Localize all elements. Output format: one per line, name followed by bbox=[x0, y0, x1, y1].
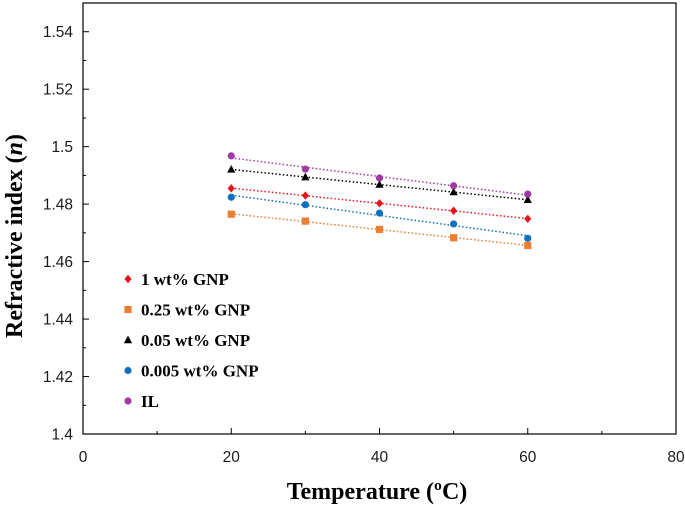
legend-label: 0.25 wt% GNP bbox=[141, 301, 250, 320]
data-point bbox=[301, 191, 309, 200]
x-axis-title: Temperature (ºC) bbox=[287, 479, 468, 505]
y-tick-label: 1.48 bbox=[43, 197, 73, 214]
trendline bbox=[231, 194, 528, 237]
data-point bbox=[375, 199, 384, 208]
y-tick-label: 1.44 bbox=[43, 312, 74, 329]
legend: 1 wt% GNP 0.25 wt% GNP 0.05 wt% GNP 0.005 w… bbox=[123, 270, 259, 411]
data-point bbox=[450, 182, 458, 190]
legend-marker bbox=[124, 305, 132, 314]
data-point bbox=[375, 180, 384, 188]
data-point bbox=[524, 234, 532, 242]
data-point bbox=[524, 214, 532, 223]
data-point bbox=[227, 193, 235, 201]
data-point bbox=[523, 195, 532, 204]
data-point bbox=[227, 210, 235, 218]
y-tick-label: 1.54 bbox=[43, 24, 74, 41]
data-point bbox=[227, 152, 235, 160]
x-tick-label: 60 bbox=[519, 449, 537, 466]
data-point bbox=[450, 220, 458, 228]
y-axis-title-suffix: ) bbox=[2, 134, 28, 142]
data-point bbox=[301, 172, 310, 181]
data-point bbox=[301, 201, 309, 209]
x-tick-label: 40 bbox=[371, 449, 389, 466]
legend-marker bbox=[124, 397, 132, 405]
legend-label: 0.05 wt% GNP bbox=[141, 331, 250, 350]
data-point bbox=[449, 187, 458, 196]
y-tick-label: 1.4 bbox=[51, 427, 73, 444]
data-point bbox=[375, 174, 384, 182]
data-point bbox=[524, 241, 532, 250]
y-axis-title-variable: n bbox=[2, 142, 28, 155]
data-point bbox=[301, 217, 309, 225]
legend-label: IL bbox=[141, 392, 159, 411]
y-tick-label: 1.5 bbox=[51, 139, 73, 156]
legend-label: 0.005 wt% GNP bbox=[141, 362, 259, 381]
legend-marker bbox=[124, 366, 132, 375]
legend-marker bbox=[124, 274, 132, 284]
data-point bbox=[301, 165, 309, 173]
legend-label: 1 wt% GNP bbox=[141, 270, 229, 289]
data-point bbox=[375, 209, 384, 217]
data-point bbox=[375, 225, 384, 234]
data-point bbox=[227, 184, 235, 193]
y-axis-title: Refractive index (n) bbox=[2, 134, 28, 338]
x-tick-label: 0 bbox=[79, 449, 88, 466]
x-tick-label: 80 bbox=[667, 449, 685, 466]
data-point bbox=[450, 234, 458, 242]
y-axis-title-prefix: Refractive index ( bbox=[2, 155, 28, 338]
data-point bbox=[227, 164, 236, 173]
data-point bbox=[524, 190, 532, 198]
y-tick-label: 1.42 bbox=[43, 369, 73, 386]
y-tick-label: 1.46 bbox=[43, 254, 73, 271]
data-point bbox=[450, 206, 458, 215]
plot-area: 1.4 1.42 1.44 1.46 1.48 1.5 1.52 1.54 0 20 40 60 80 bbox=[43, 2, 685, 466]
legend-marker bbox=[123, 335, 133, 344]
y-tick-label: 1.52 bbox=[43, 82, 73, 99]
x-tick-label: 20 bbox=[223, 449, 241, 466]
